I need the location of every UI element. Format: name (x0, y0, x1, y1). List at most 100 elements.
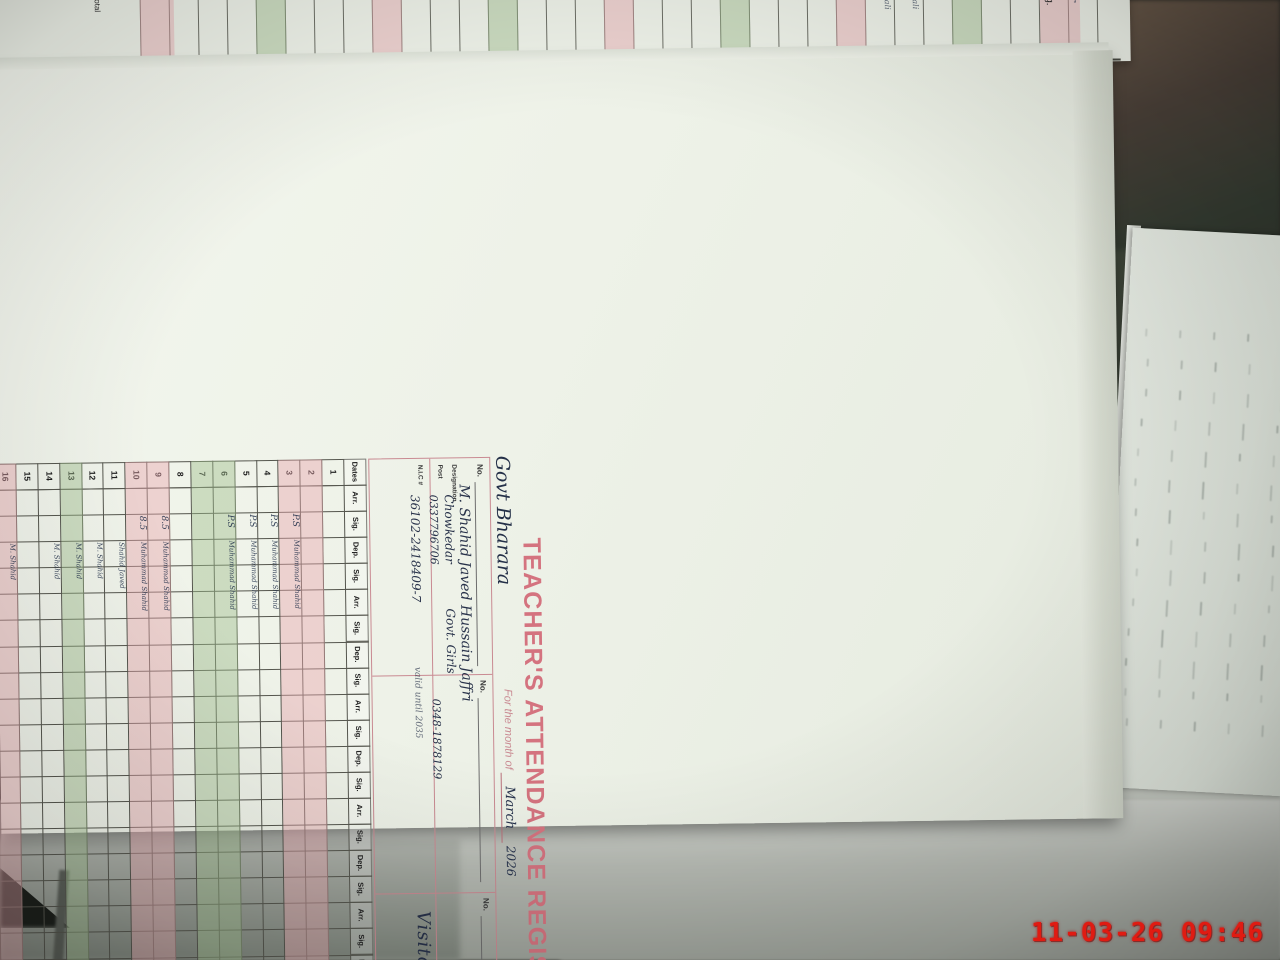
loose-sheet-scribble (1203, 571, 1206, 584)
attendance-entry[interactable]: Muhammad Shahid (227, 540, 236, 610)
attendance-entry[interactable]: Muhammad Shahid (292, 539, 302, 610)
teacher-name-value[interactable]: M. Shahid Javed Hussain Jaffri (455, 484, 475, 702)
loose-sheet-scribble (1146, 358, 1149, 367)
post-value[interactable]: Govt. Girls (443, 608, 459, 674)
loose-sheet-scribble (1158, 689, 1162, 698)
attendance-entry[interactable]: Shahid Javed (117, 542, 127, 589)
phone2-value[interactable]: 0348-1878129 (429, 698, 444, 780)
attendance-entry[interactable]: M. Shahid (95, 542, 105, 579)
col-header-sig-4: Sig. (350, 875, 373, 904)
col-header-sig-5: Sig. (350, 927, 374, 956)
loose-sheet-scribble (1233, 603, 1237, 615)
loose-sheet-scribble (1159, 719, 1163, 729)
loose-sheet-scribble (1132, 598, 1135, 607)
year-field[interactable]: 2026 (503, 845, 519, 877)
nic-note: valid until 2035 (412, 666, 424, 739)
date-number: 5 (234, 460, 258, 488)
attendance-entry[interactable]: Muhammad Shahid (248, 540, 258, 610)
register-page: TEACHER'S ATTENDANCE REGISTER For the mo… (0, 42, 1124, 960)
attendance-entry[interactable]: P.S (246, 514, 257, 528)
loose-sheet-scribble (1236, 483, 1239, 495)
col-header-arr-2: Arr. (346, 588, 369, 617)
nic-label: N.I.C # (416, 464, 424, 486)
loose-sheet-scribble (1168, 479, 1171, 493)
attendance-entry[interactable]: P.S (224, 514, 235, 528)
loose-sheet-scribble (1276, 425, 1280, 434)
loose-sheet-scribble (1263, 635, 1266, 648)
attendance-entry[interactable]: M. Shahid (52, 543, 61, 580)
date-number: 15 (16, 463, 39, 491)
attendance-entry[interactable]: Muhammad Shahid (161, 541, 171, 611)
date-number: 4 (256, 459, 279, 488)
no-label-2: No. (478, 679, 488, 693)
register-title: TEACHER'S ATTENDANCE REGISTER (517, 537, 553, 960)
attendance-entry[interactable]: Muhammad Shahid (139, 541, 149, 612)
col-header-dep-4: Dep. (349, 849, 373, 878)
nic-value[interactable]: 36102-2418409-7 (407, 494, 424, 603)
loose-sheet-scribble (1268, 605, 1271, 614)
loose-sheet-scribble (1229, 633, 1233, 648)
loose-sheet-scribble (1144, 388, 1148, 397)
loose-sheet-scribble (1199, 601, 1203, 616)
loose-sheet-scribble (1169, 540, 1173, 556)
col-header-dep-1: Dep. (345, 536, 368, 565)
loose-sheet-scribble (1270, 575, 1274, 592)
loose-sheet-scribble (1201, 481, 1205, 500)
loose-sheet-scribble (1203, 541, 1207, 552)
col-header-dep-2: Dep. (346, 641, 370, 669)
col-header-dates: Dates (344, 458, 367, 486)
no-label-3: No. (481, 897, 491, 911)
loose-sheet-scribble (1213, 362, 1217, 373)
loose-sheet-scribble (1270, 515, 1274, 524)
attendance-entry[interactable]: Muhammad Shahid (270, 540, 280, 610)
phone-value[interactable]: 0337796706 (426, 494, 441, 565)
previous-page-sig-label: Sig. (1044, 0, 1055, 6)
attendance-entry[interactable]: M. Shahid (73, 542, 83, 580)
previous-page-handwriting: Anwar ali (882, 0, 892, 10)
loose-sheet-scribble (1261, 725, 1265, 738)
loose-sheet-scribble (1195, 631, 1199, 648)
loose-sheet-scribble (1269, 485, 1273, 502)
loose-sheet-scribble (1158, 659, 1162, 679)
date-number: 14 (38, 462, 61, 491)
loose-sheet-scribble (1134, 478, 1137, 487)
loose-sheet-scribble (1193, 721, 1197, 732)
loose-sheet-scribble (1213, 332, 1216, 341)
loose-sheet-scribble (1178, 390, 1182, 401)
loose-sheet-scribble (1237, 543, 1241, 561)
loose-sheet-scribble (1161, 629, 1165, 648)
attendance-entry[interactable]: P.S (268, 513, 279, 528)
no-label-1: No. (475, 463, 485, 478)
loose-sheet-scribble (1165, 599, 1169, 618)
attendance-entry[interactable]: 8.5 (137, 515, 148, 531)
loose-sheet-scribble (1226, 693, 1229, 702)
month-field[interactable]: March (500, 772, 518, 843)
col-header-arr-4: Arr. (348, 797, 372, 825)
attendance-entry[interactable]: P.S (290, 513, 301, 528)
school-note: Govt Bharara (491, 455, 515, 586)
loose-sheet-scribble (1212, 392, 1215, 405)
loose-sheet-scribble (1204, 451, 1207, 468)
loose-sheet-scribble (1135, 568, 1138, 577)
loose-sheet-scribble (1242, 423, 1246, 441)
date-number: 8 (169, 461, 192, 489)
loose-sheet-scribble (1236, 513, 1240, 528)
loose-sheet-scribble (1168, 509, 1172, 525)
loose-sheet-scribble (1136, 448, 1139, 457)
attendance-entry[interactable]: 8.5 (159, 515, 170, 530)
loose-sheet-scribble (1208, 421, 1212, 437)
loose-sheet-scribble (1136, 538, 1139, 547)
teacher-info-block: No. No. No. Designation Post N.I.C # M. … (368, 456, 515, 960)
col-header-sig-2: Sig. (346, 615, 369, 643)
attendance-entry[interactable]: M. Shahid (8, 543, 17, 581)
previous-page-total-label: Total (92, 0, 102, 13)
loose-sheet-scribble (1238, 453, 1241, 462)
attendance-grid: Dates Arr. Sig. Dep. Sig. Arr. Sig. Dep. Sig. Arr… (0, 458, 376, 960)
register-table: TEACHER'S ATTENDANCE REGISTER For the mo… (0, 442, 561, 960)
loose-sheet-scribble (1179, 360, 1183, 370)
loose-sheet-scribble (1125, 718, 1129, 727)
no-rule-2 (477, 698, 482, 883)
col-header-arr-1: Arr. (344, 484, 367, 513)
designation-value[interactable]: Chowkedar (441, 494, 457, 564)
